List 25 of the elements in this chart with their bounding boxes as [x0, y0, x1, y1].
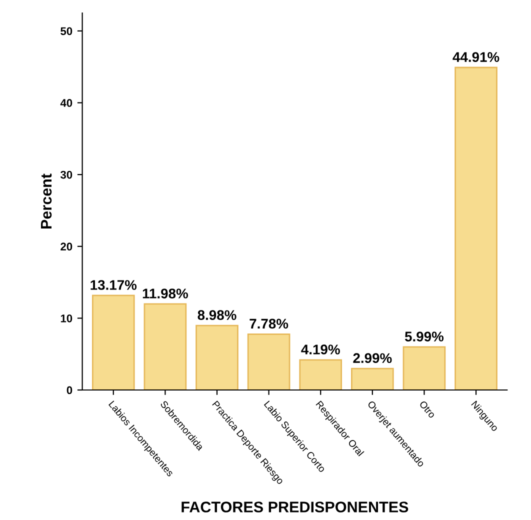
y-tick-label: 10 [60, 314, 72, 322]
y-tick-label: 20 [60, 242, 72, 251]
data-label: 8.98% [198, 310, 236, 320]
data-label: 5.99% [404, 332, 444, 342]
data-label: 4.19% [301, 344, 340, 354]
bar [144, 303, 187, 390]
y-tick-label: 30 [60, 170, 72, 179]
bar [402, 346, 446, 390]
x-tick-label: Otro [419, 400, 436, 418]
bar [350, 368, 394, 390]
data-label: 2.99% [353, 353, 392, 364]
y-axis-title: Percent [40, 174, 52, 228]
data-label: 13.17% [90, 280, 137, 290]
y-tick-label: 0 [66, 386, 72, 394]
data-label: 44.91% [452, 52, 500, 62]
bar [299, 359, 342, 390]
bar [92, 294, 135, 390]
y-tick-label: 50 [60, 27, 72, 36]
bar [196, 324, 238, 390]
bar [454, 66, 498, 390]
x-axis-title: FACTORES PREDISPONENTES [182, 502, 408, 512]
bar [247, 333, 290, 390]
data-label: 7.78% [250, 318, 288, 329]
data-label: 11.98% [142, 288, 188, 298]
y-tick-label: 40 [60, 99, 72, 107]
